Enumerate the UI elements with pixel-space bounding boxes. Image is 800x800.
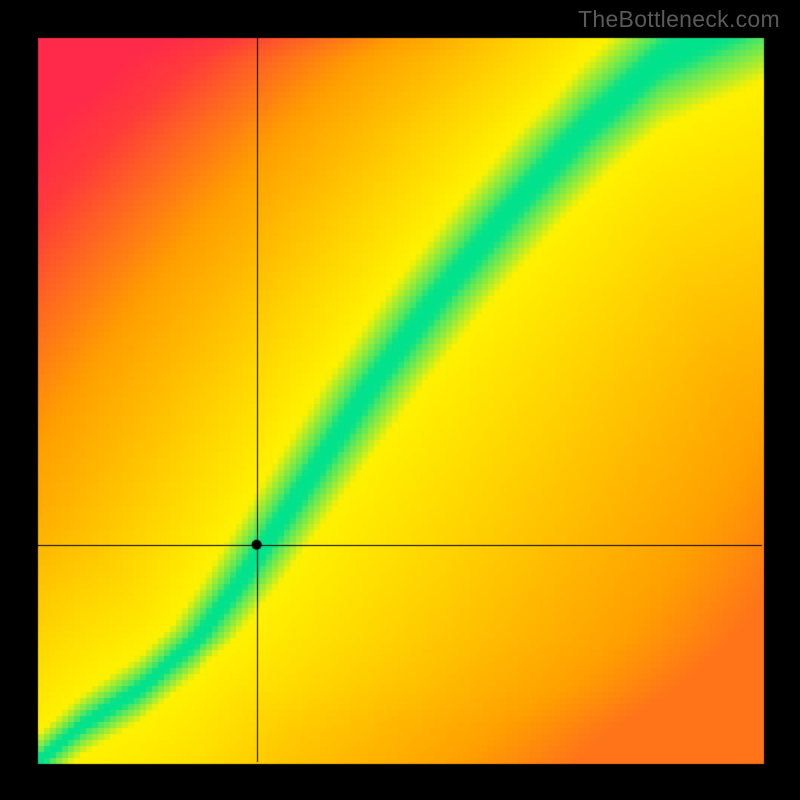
heatmap-canvas — [0, 0, 800, 800]
bottleneck-heatmap-container: { "watermark": { "text": "TheBottleneck.… — [0, 0, 800, 800]
watermark-text: TheBottleneck.com — [578, 6, 780, 33]
